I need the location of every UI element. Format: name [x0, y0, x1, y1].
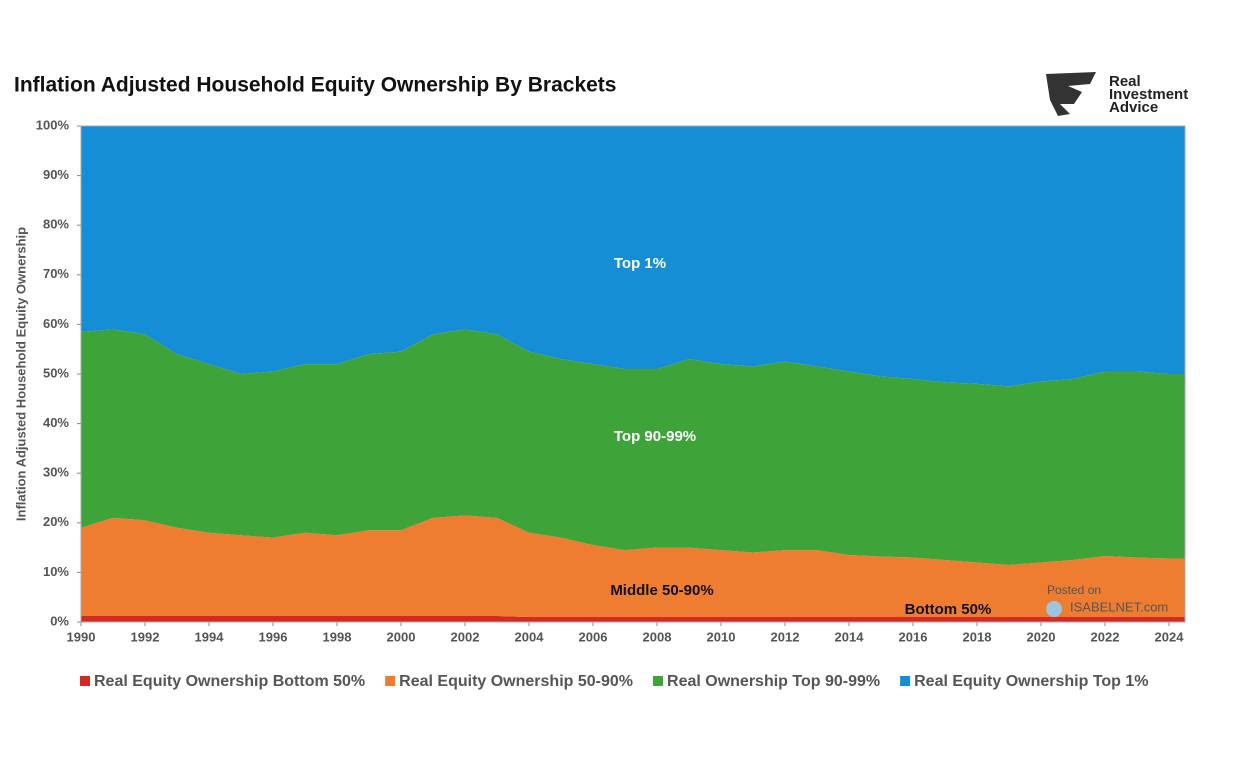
- x-tick-label: 2012: [771, 629, 800, 644]
- y-tick-label: 30%: [43, 465, 69, 480]
- x-tick-label: 1998: [323, 629, 352, 644]
- area: [81, 515, 1185, 618]
- source-text: Posted on: [1047, 583, 1101, 597]
- annotation: Top 90-99%: [614, 428, 696, 445]
- source-text: ISABELNET.com: [1070, 599, 1168, 614]
- legend-label: Real Equity Ownership 50-90%: [399, 673, 633, 690]
- legend-swatch: [900, 676, 911, 686]
- annotation: Middle 50-90%: [610, 582, 713, 599]
- x-tick-label: 2024: [1155, 629, 1185, 644]
- legend-swatch: [385, 676, 396, 686]
- logo-text: Investment: [1109, 86, 1188, 103]
- x-tick-label: 2002: [451, 629, 480, 644]
- logo-text: Real: [1109, 73, 1141, 90]
- x-tick-label: 1994: [195, 629, 225, 644]
- x-tick-label: 1992: [131, 629, 160, 644]
- y-tick-label: 70%: [43, 266, 69, 281]
- legend-label: Real Equity Ownership Bottom 50%: [94, 673, 365, 690]
- plot-border: [80, 125, 1186, 623]
- y-tick-label: 80%: [43, 217, 69, 232]
- logo-icon: [1046, 72, 1096, 116]
- logo: Real Investment Advice: [1046, 72, 1188, 116]
- x-tick-label: 2010: [707, 629, 736, 644]
- legend-swatch: [653, 676, 664, 686]
- y-tick-label: 20%: [43, 514, 69, 529]
- legend: Real Equity Ownership Bottom 50% Real Equ…: [80, 673, 1149, 690]
- x-tick-label: 2000: [387, 629, 416, 644]
- x-tick-label: 2006: [579, 629, 608, 644]
- area: [81, 126, 1185, 387]
- legend-label: Real Equity Ownership Top 1%: [914, 673, 1148, 690]
- y-tick-label: 100%: [36, 117, 70, 132]
- annotations: Top 1% Top 90-99% Middle 50-90% Bottom 5…: [610, 255, 1168, 618]
- x-tick-label: 2018: [963, 629, 992, 644]
- x-tick-label: 2016: [899, 629, 928, 644]
- y-tick-label: 0%: [50, 613, 69, 628]
- area: [81, 616, 1185, 622]
- y-tick-label: 50%: [43, 365, 69, 380]
- y-axis-title: Inflation Adjusted Household Equity Owne…: [13, 227, 28, 521]
- annotation: Top 1%: [614, 255, 666, 272]
- plot-area: 0% 10% 20% 30% 40% 50% 60% 70% 80% 90% 100% 1990 199…: [36, 117, 1186, 644]
- area: [81, 329, 1185, 565]
- y-tick-label: 10%: [43, 564, 69, 579]
- x-tick-label: 2008: [643, 629, 672, 644]
- x-tick-label: 1996: [259, 629, 288, 644]
- source-icon: [1046, 601, 1062, 617]
- x-tick-label: 1990: [67, 629, 96, 644]
- x-tick-label: 2022: [1091, 629, 1120, 644]
- y-tick-label: 60%: [43, 316, 69, 331]
- chart-title: Inflation Adjusted Household Equity Owne…: [14, 74, 616, 97]
- x-tick-label: 2020: [1027, 629, 1056, 644]
- y-tick-label: 40%: [43, 415, 69, 430]
- legend-label: Real Ownership Top 90-99%: [667, 673, 880, 690]
- legend-swatch: [80, 676, 90, 686]
- y-tick-label: 90%: [43, 167, 69, 182]
- annotation: Bottom 50%: [905, 601, 992, 618]
- logo-text: Advice: [1109, 99, 1158, 116]
- x-tick-label: 2014: [835, 629, 865, 644]
- x-tick-label: 2004: [515, 629, 545, 644]
